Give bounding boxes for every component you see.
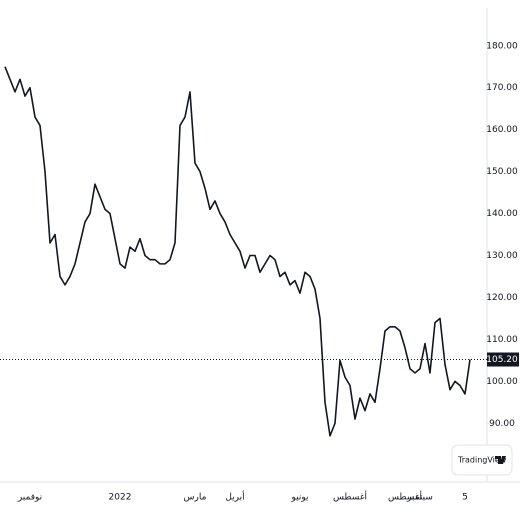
watermark-text: TradingView — [457, 456, 507, 465]
x-tick-label: 5 — [462, 493, 468, 503]
price-line — [4, 66, 471, 437]
x-tick-label: مارس — [184, 493, 207, 503]
last-price-label: 105.20 — [486, 355, 518, 365]
y-tick-label: 130.00 — [486, 251, 518, 261]
x-tick-label: أغسطس — [333, 491, 367, 503]
x-tick-label: سبتمبر — [406, 493, 433, 503]
y-tick-label: 110.00 — [486, 335, 518, 345]
y-tick-label: 120.00 — [486, 293, 518, 303]
x-tick-label: يونيو — [290, 493, 309, 503]
watermark-logo — [495, 456, 506, 464]
y-tick-label: 100.00 — [486, 377, 518, 387]
y-tick-label: 160.00 — [486, 125, 518, 135]
y-tick-label: 140.00 — [486, 209, 518, 219]
x-tick-label: 2022 — [109, 493, 132, 503]
y-tick-label: 170.00 — [486, 83, 518, 93]
x-tick-label: أغسطس — [388, 491, 422, 503]
x-tick-label: نوفمبر — [17, 493, 42, 503]
y-tick-label: 180.00 — [486, 41, 518, 51]
watermark: TradingView — [451, 444, 513, 476]
last-price-box — [487, 352, 519, 367]
x-tick-label: أبريل — [225, 491, 244, 503]
y-tick-label: 150.00 — [486, 167, 518, 177]
y-tick-label: 90.00 — [489, 419, 515, 429]
watermark-box — [451, 444, 513, 476]
